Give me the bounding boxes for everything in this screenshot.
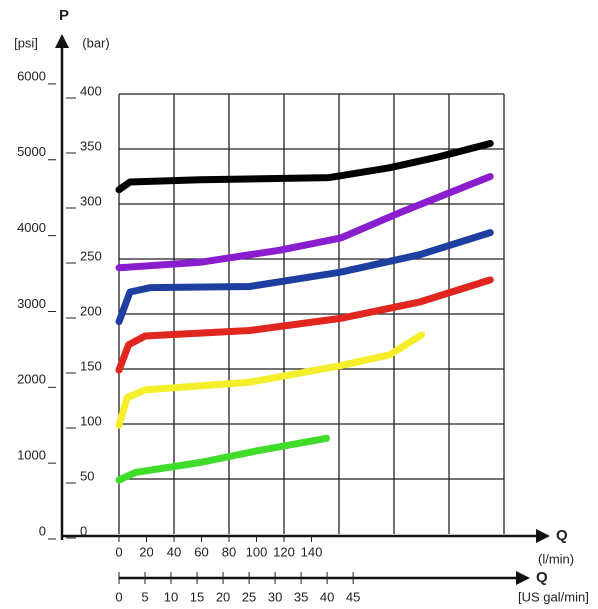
- curve: [115, 331, 425, 429]
- x2-tick-label: 0: [115, 589, 122, 604]
- x-arrow: [536, 529, 550, 543]
- x-tick-label: 0: [115, 544, 122, 559]
- x-tick-label: 40: [167, 544, 181, 559]
- y-unit: (bar): [82, 35, 109, 50]
- y-tick-label: 200: [80, 303, 102, 318]
- x2-tick-label: 35: [294, 589, 308, 604]
- y-tick-label: 100: [80, 413, 102, 428]
- curve: [115, 229, 494, 326]
- x-tick-label: 120: [273, 544, 295, 559]
- y-tick-label: 250: [80, 248, 102, 263]
- y-arrow: [55, 34, 69, 48]
- x-label: Q: [556, 527, 568, 544]
- x2-unit: [US gal/min]: [518, 589, 589, 604]
- y2-tick-label: 1000: [17, 448, 46, 463]
- x2-tick-label: 45: [346, 589, 360, 604]
- x-tick-label: 80: [222, 544, 236, 559]
- x2-tick-label: 30: [268, 589, 282, 604]
- y-tick-label: 50: [80, 468, 94, 483]
- curve: [115, 140, 494, 194]
- y-label: P: [59, 7, 69, 24]
- x2-arrow: [516, 571, 530, 585]
- y-tick-label: 400: [80, 83, 102, 98]
- curve: [115, 276, 494, 374]
- x-unit: (l/min): [538, 551, 574, 566]
- y2-tick-label: 0: [39, 523, 46, 538]
- y2-tick-label: 5000: [17, 144, 46, 159]
- x2-tick-label: 5: [141, 589, 148, 604]
- x-tick-label: 20: [139, 544, 153, 559]
- y2-tick-label: 6000: [17, 68, 46, 83]
- x2-label: Q: [536, 569, 548, 586]
- x-tick-label: 100: [246, 544, 268, 559]
- y2-tick-label: 3000: [17, 296, 46, 311]
- x2-tick-label: 15: [190, 589, 204, 604]
- x-tick-label: 140: [301, 544, 323, 559]
- y2-tick-label: 4000: [17, 220, 46, 235]
- y-tick-label: 300: [80, 193, 102, 208]
- curve: [115, 434, 331, 484]
- curve: [115, 173, 494, 272]
- y-tick-label: 350: [80, 138, 102, 153]
- x2-tick-label: 25: [242, 589, 256, 604]
- y-tick-label: 0: [80, 523, 87, 538]
- x2-tick-label: 40: [320, 589, 334, 604]
- x2-tick-label: 20: [216, 589, 230, 604]
- y-tick-label: 150: [80, 358, 102, 373]
- x2-tick-label: 10: [164, 589, 178, 604]
- y2-unit: [psi]: [14, 35, 38, 50]
- x-tick-label: 60: [194, 544, 208, 559]
- y2-tick-label: 2000: [17, 372, 46, 387]
